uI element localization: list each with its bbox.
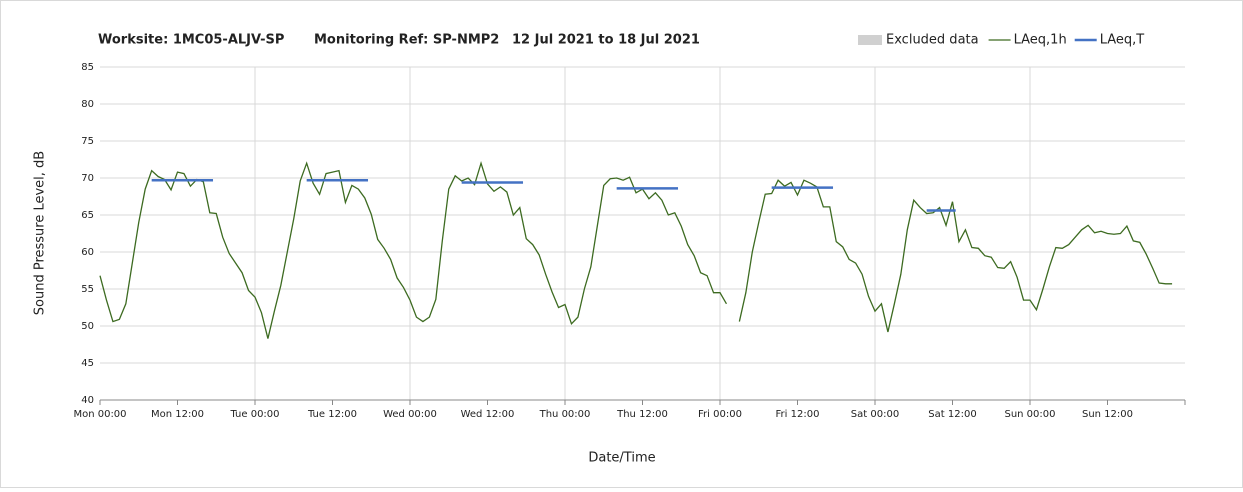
x-tick-label: Fri 00:00 <box>698 409 742 420</box>
line-series <box>738 179 1173 333</box>
legend-label: LAeq,1h <box>1014 33 1067 48</box>
x-tick-label: Sun 12:00 <box>1082 409 1133 420</box>
y-tick-label: 80 <box>81 99 94 110</box>
chart-title: Monitoring Ref: SP-NMP2 <box>314 33 499 48</box>
x-axis-label: Date/Time <box>588 451 655 466</box>
y-tick-label: 70 <box>81 173 94 184</box>
x-tick-label: Mon 12:00 <box>151 409 204 420</box>
x-tick-label: Wed 12:00 <box>461 409 515 420</box>
chart-title: 12 Jul 2021 to 18 Jul 2021 <box>512 33 700 48</box>
x-tick-label: Thu 12:00 <box>616 409 668 420</box>
x-tick-label: Mon 00:00 <box>73 409 126 420</box>
y-tick-label: 60 <box>81 247 94 258</box>
x-tick-label: Thu 00:00 <box>539 409 591 420</box>
legend-label: LAeq,T <box>1100 33 1145 48</box>
y-axis-label: Sound Pressure Level, dB <box>33 151 48 315</box>
line-series <box>99 160 728 339</box>
y-tick-label: 65 <box>81 210 94 221</box>
chart-title: Worksite: 1MC05-ALJV-SP <box>98 33 284 48</box>
y-tick-label: 40 <box>81 395 94 406</box>
y-tick-label: 45 <box>81 358 94 369</box>
x-tick-label: Wed 00:00 <box>383 409 437 420</box>
x-tick-label: Tue 12:00 <box>307 409 357 420</box>
legend-swatch <box>858 35 882 45</box>
y-tick-label: 50 <box>81 321 94 332</box>
x-tick-label: Sat 12:00 <box>928 409 976 420</box>
y-tick-label: 55 <box>81 284 94 295</box>
y-tick-label: 75 <box>81 136 94 147</box>
x-tick-label: Sat 00:00 <box>851 409 899 420</box>
x-tick-label: Fri 12:00 <box>776 409 820 420</box>
x-tick-label: Sun 00:00 <box>1004 409 1055 420</box>
legend-label: Excluded data <box>886 33 979 48</box>
y-tick-label: 85 <box>81 62 94 73</box>
x-tick-label: Tue 00:00 <box>229 409 279 420</box>
